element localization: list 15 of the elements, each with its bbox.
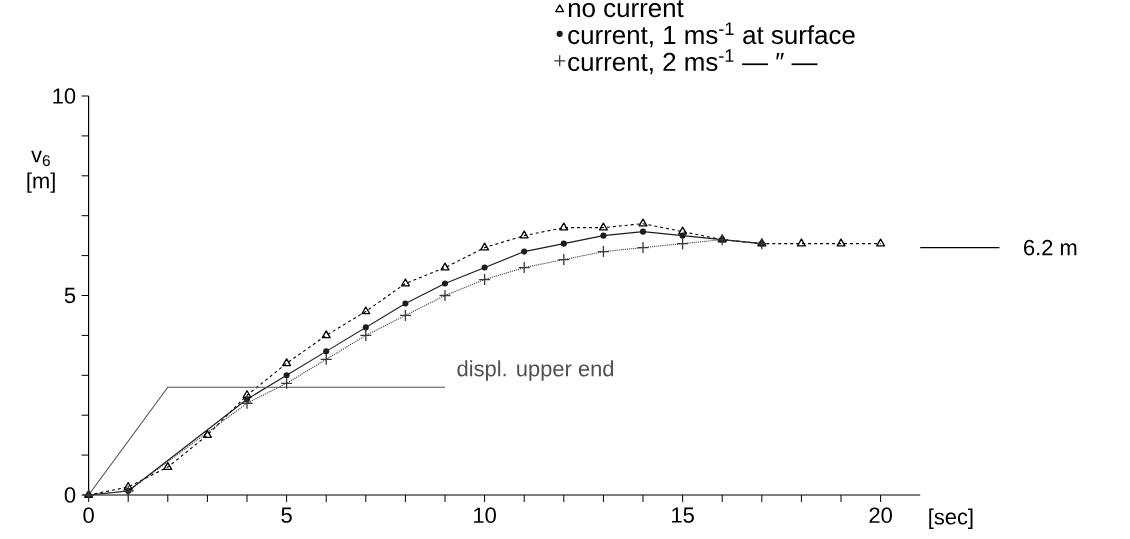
x-tick-label: 15 [672, 507, 694, 523]
x-tick-label: 0 [83, 507, 94, 524]
x-tick-label: 10 [474, 507, 496, 524]
y-tick-label: 0 [64, 487, 76, 503]
series-label: displ. upper end [457, 360, 614, 381]
y-tick-label: 5 [64, 287, 76, 304]
x-axis-title: [sec] [929, 508, 973, 529]
y-tick-label: 10 [53, 88, 76, 104]
legend-label: current, 2 ms$^{-1}$ — ″ — [568, 49, 818, 75]
x-tick-label: 5 [281, 507, 292, 523]
y-axis-title: v$_{6}$ [m] [27, 150, 55, 193]
legend-label: no current [568, 0, 684, 18]
x-tick-label: 20 [869, 507, 892, 524]
ref-line-label: 6.2 m [1024, 239, 1077, 256]
legend-label: current, 1 ms$^{-1}$ at surface [568, 22, 855, 48]
